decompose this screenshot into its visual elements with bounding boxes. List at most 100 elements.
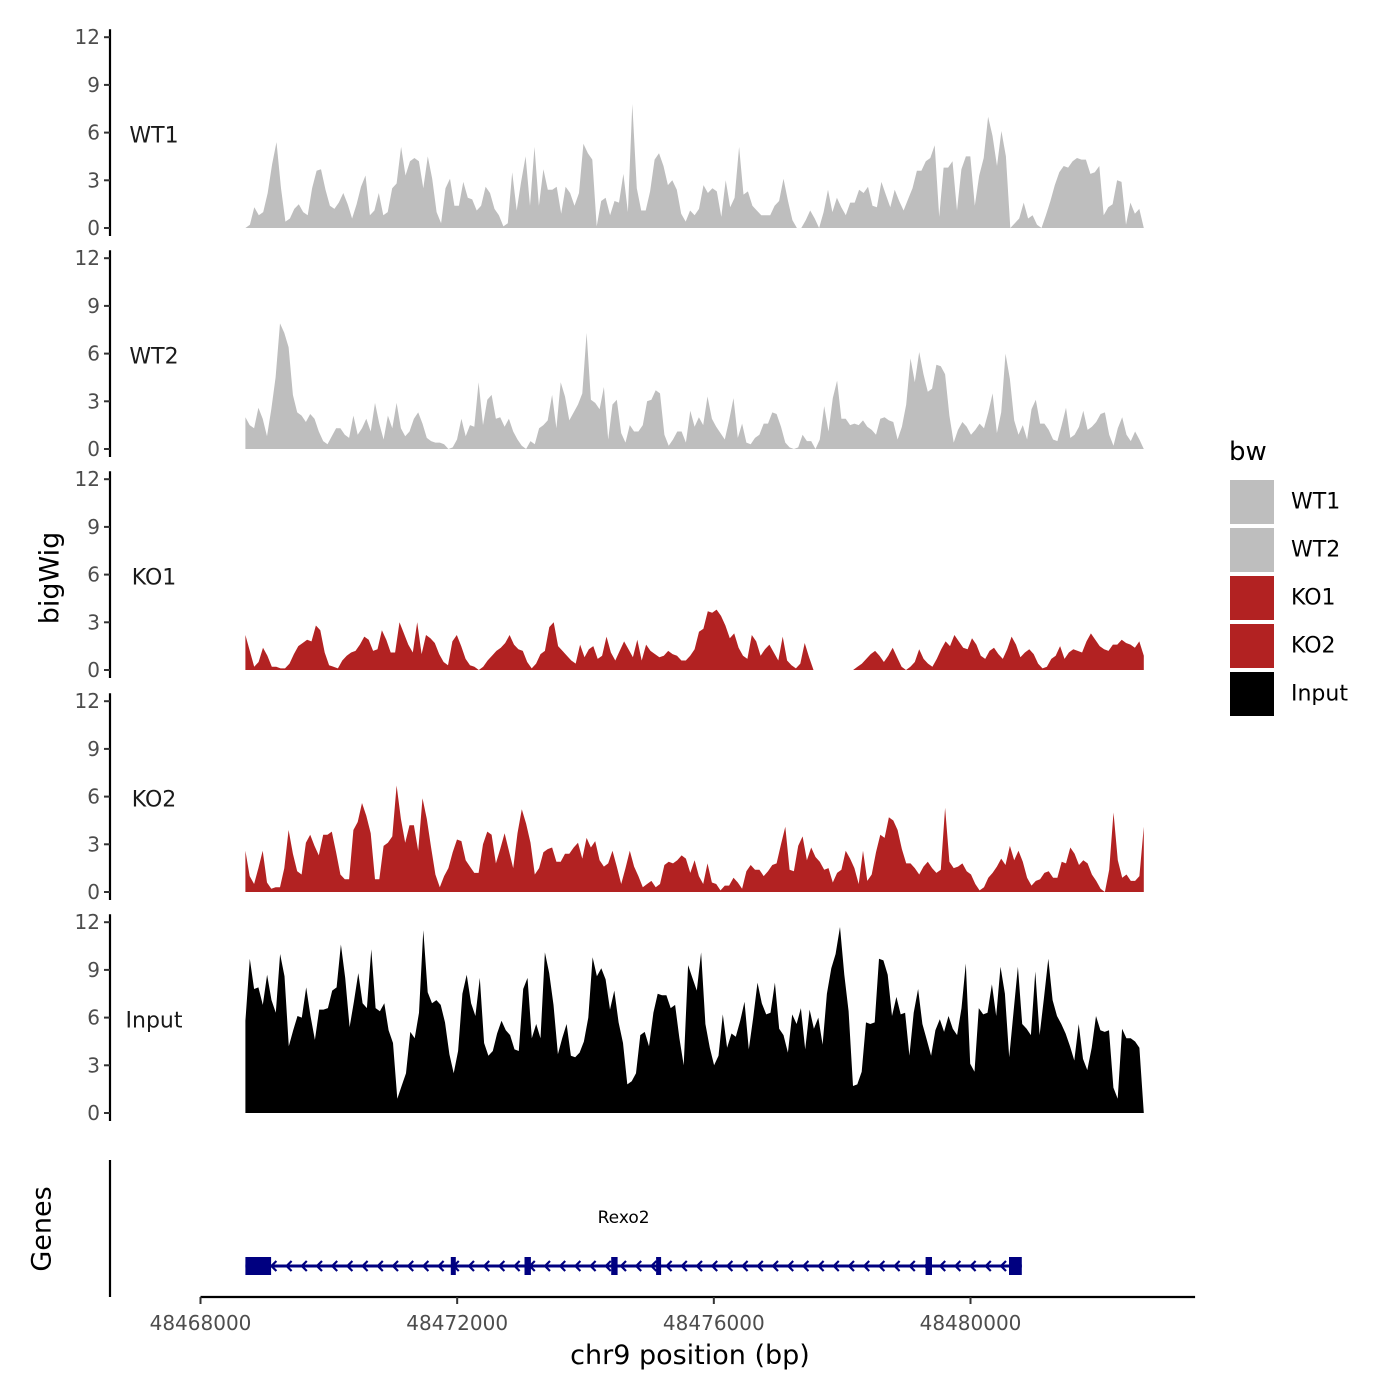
strand-arrow [665, 1260, 673, 1272]
y-tick-label: 9 [87, 958, 100, 982]
legend-swatch-ko2 [1230, 624, 1274, 668]
bigwig-tracks: 0 3 6 9 12 WT1 0 3 6 9 12 WT2 0 3 6 9 12 KO1 0 3 6 9 12 KO2 0 3 6 9… [75, 25, 1144, 1125]
strand-arrow [984, 1260, 992, 1272]
strand-arrow [847, 1260, 855, 1272]
legend-label-ko2: KO2 [1291, 634, 1336, 659]
strand-arrow [269, 1260, 278, 1272]
track-wt1: 0 3 6 9 12 WT1 [75, 25, 1144, 240]
track-ko2: 0 3 6 9 12 KO2 [75, 689, 1144, 904]
genes-track: Rexo2 [108, 1160, 1022, 1297]
strand-arrow [285, 1260, 293, 1272]
strand-arrow [543, 1260, 551, 1272]
legend-swatch-ko1 [1230, 576, 1274, 620]
strand-arrow [786, 1260, 794, 1272]
legend-swatch-input [1230, 672, 1274, 716]
y-tick-label: 9 [87, 73, 100, 97]
strand-arrow [573, 1260, 582, 1272]
y-tick-label: 3 [87, 832, 100, 856]
legend-label-ko1: KO1 [1291, 586, 1336, 611]
x-axis: 48468000 48472000 48476000 48480000 [150, 1295, 1196, 1335]
track-input: 0 3 6 9 12 Input [75, 910, 1144, 1125]
legend: bw WT1 WT2 KO1 KO2 Input [1229, 437, 1348, 716]
y-tick-label: 12 [75, 246, 100, 270]
strand-arrow [938, 1260, 946, 1272]
x-tick-label: 48480000 [920, 1311, 1022, 1335]
strand-arrow [634, 1260, 642, 1272]
y-tick-label: 3 [87, 1053, 100, 1077]
signal-area-ko1 [245, 609, 1144, 670]
strand-arrow [801, 1260, 810, 1272]
x-axis-title: chr9 position (bp) [570, 1340, 810, 1371]
legend-title: bw [1229, 437, 1267, 467]
y-tick-label: 3 [87, 610, 100, 634]
strand-arrow [817, 1260, 825, 1272]
x-tick-label: 48476000 [663, 1311, 765, 1335]
strand-arrow [437, 1260, 445, 1272]
gene-exon [524, 1257, 531, 1275]
strand-arrow [695, 1260, 703, 1272]
y-tick-label: 12 [75, 910, 100, 934]
strand-arrow [953, 1260, 962, 1272]
track-label-ko2: KO2 [132, 787, 177, 812]
x-tick-label: 48472000 [406, 1311, 508, 1335]
strand-arrow [376, 1260, 384, 1272]
y-tick-label: 6 [87, 785, 100, 809]
strand-arrow [725, 1260, 734, 1272]
legend-label-wt2: WT2 [1291, 538, 1340, 563]
y-tick-label: 9 [87, 515, 100, 539]
strand-arrow [330, 1260, 338, 1272]
strand-arrow [710, 1260, 718, 1272]
strand-arrow [999, 1260, 1007, 1272]
y-tick-label: 3 [87, 168, 100, 192]
strand-arrow [604, 1260, 612, 1272]
gene-exon [611, 1257, 618, 1275]
y-tick-label: 9 [87, 294, 100, 318]
strand-arrow [771, 1260, 779, 1272]
y-tick-label: 3 [87, 389, 100, 413]
track-label-wt1: WT1 [129, 123, 178, 148]
genes-track-title: Genes [27, 1186, 58, 1271]
strand-arrow [649, 1260, 658, 1272]
strand-arrow [300, 1260, 308, 1272]
track-ko1: 0 3 6 9 12 KO1 [75, 467, 1144, 682]
signal-area-wt2 [245, 323, 1144, 449]
gene-exon [656, 1257, 662, 1275]
y-tick-label: 6 [87, 563, 100, 587]
strand-arrow [832, 1260, 840, 1272]
gene-exon [925, 1257, 932, 1275]
strand-arrow [969, 1260, 977, 1272]
y-tick-label: 0 [87, 880, 100, 904]
y-tick-label: 12 [75, 689, 100, 713]
legend-label-input: Input [1291, 682, 1348, 707]
gene-exon [1009, 1257, 1022, 1275]
track-label-wt2: WT2 [129, 344, 178, 369]
strand-arrow [862, 1260, 870, 1272]
y-tick-label: 6 [87, 121, 100, 145]
strand-arrow [315, 1260, 323, 1272]
y-tick-label: 9 [87, 737, 100, 761]
legend-swatch-wt2 [1230, 528, 1274, 572]
strand-arrow [908, 1260, 916, 1272]
signal-area-ko2 [245, 785, 1144, 892]
strand-arrow [741, 1260, 749, 1272]
signal-area-wt1 [245, 104, 1144, 228]
y-tick-label: 6 [87, 342, 100, 366]
strand-arrow [345, 1260, 354, 1272]
strand-arrow [421, 1260, 430, 1272]
signal-area-input [245, 927, 1144, 1113]
strand-arrow [877, 1260, 886, 1272]
strand-arrow [513, 1260, 521, 1272]
gene-exon [450, 1257, 456, 1275]
strand-arrow [361, 1260, 369, 1272]
strand-arrow [406, 1260, 414, 1272]
track-label-input: Input [126, 1008, 183, 1033]
gene-label-rexo2: Rexo2 [598, 1208, 650, 1228]
y-tick-label: 6 [87, 1006, 100, 1030]
strand-arrow [893, 1260, 901, 1272]
strand-arrow [589, 1260, 597, 1272]
x-tick-label: 48468000 [150, 1311, 252, 1335]
y-tick-label: 0 [87, 216, 100, 240]
track-wt2: 0 3 6 9 12 WT2 [75, 246, 1144, 461]
strand-arrow [756, 1260, 764, 1272]
y-tick-label: 0 [87, 1101, 100, 1125]
